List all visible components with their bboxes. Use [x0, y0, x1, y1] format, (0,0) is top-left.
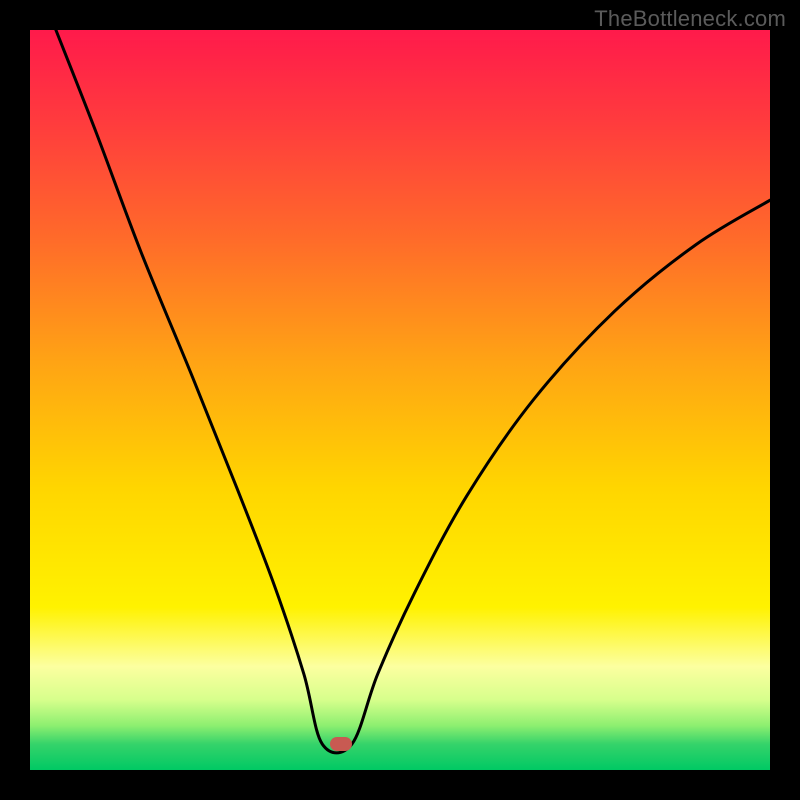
- chart-svg: [30, 30, 770, 770]
- gradient-background: [30, 30, 770, 770]
- chart-frame: TheBottleneck.com: [0, 0, 800, 800]
- plot-area: [30, 30, 770, 770]
- optimum-marker: [330, 737, 352, 751]
- watermark-text: TheBottleneck.com: [594, 6, 786, 32]
